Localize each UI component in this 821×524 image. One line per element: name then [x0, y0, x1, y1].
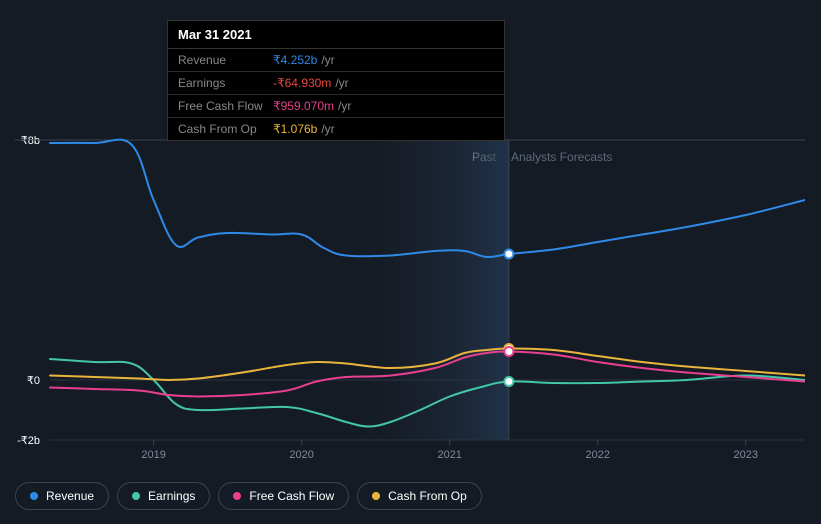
legend-label: Cash From Op [388, 489, 467, 503]
tooltip-metric-label: Earnings [178, 76, 273, 90]
tooltip-metric-unit: /yr [335, 76, 348, 90]
tooltip-metric-label: Cash From Op [178, 122, 273, 136]
svg-text:2020: 2020 [289, 449, 313, 460]
legend-item-earnings[interactable]: Earnings [117, 482, 210, 510]
tooltip-row: Free Cash Flow₹959.070m/yr [168, 95, 504, 118]
svg-text:-₹2b: -₹2b [17, 435, 40, 447]
tooltip-date: Mar 31 2021 [168, 21, 504, 49]
svg-text:₹8b: ₹8b [21, 135, 40, 147]
legend-item-free-cash-flow[interactable]: Free Cash Flow [218, 482, 349, 510]
svg-text:2023: 2023 [734, 449, 758, 460]
svg-text:₹0: ₹0 [27, 375, 40, 387]
legend-dot-icon [30, 492, 38, 500]
svg-text:2021: 2021 [437, 449, 461, 460]
tooltip-row: Earnings-₹64.930m/yr [168, 72, 504, 95]
tooltip-row: Cash From Op₹1.076b/yr [168, 118, 504, 140]
svg-text:2019: 2019 [141, 449, 165, 460]
tooltip-metric-unit: /yr [338, 99, 351, 113]
legend-label: Free Cash Flow [249, 489, 334, 503]
tooltip-metric-unit: /yr [321, 53, 334, 67]
tooltip-metric-label: Free Cash Flow [178, 99, 273, 113]
legend-dot-icon [372, 492, 380, 500]
legend-item-revenue[interactable]: Revenue [15, 482, 109, 510]
tooltip-row: Revenue₹4.252b/yr [168, 49, 504, 72]
earnings-revenue-chart: ₹8b ₹0 -₹2b 2019 2020 2021 2022 2023 [15, 120, 805, 460]
legend-dot-icon [132, 492, 140, 500]
legend-label: Earnings [148, 489, 195, 503]
chart-tooltip: Mar 31 2021 Revenue₹4.252b/yrEarnings-₹6… [167, 20, 505, 141]
tooltip-metric-value: ₹4.252b [273, 53, 317, 67]
chart-legend: Revenue Earnings Free Cash Flow Cash From O… [15, 482, 482, 510]
svg-text:2022: 2022 [586, 449, 610, 460]
tooltip-metric-value: -₹64.930m [273, 76, 331, 90]
tooltip-metric-value: ₹1.076b [273, 122, 317, 136]
tooltip-metric-value: ₹959.070m [273, 99, 334, 113]
tooltip-metric-label: Revenue [178, 53, 273, 67]
tooltip-metric-unit: /yr [321, 122, 334, 136]
legend-dot-icon [233, 492, 241, 500]
legend-label: Revenue [46, 489, 94, 503]
legend-item-cash-from-op[interactable]: Cash From Op [357, 482, 482, 510]
